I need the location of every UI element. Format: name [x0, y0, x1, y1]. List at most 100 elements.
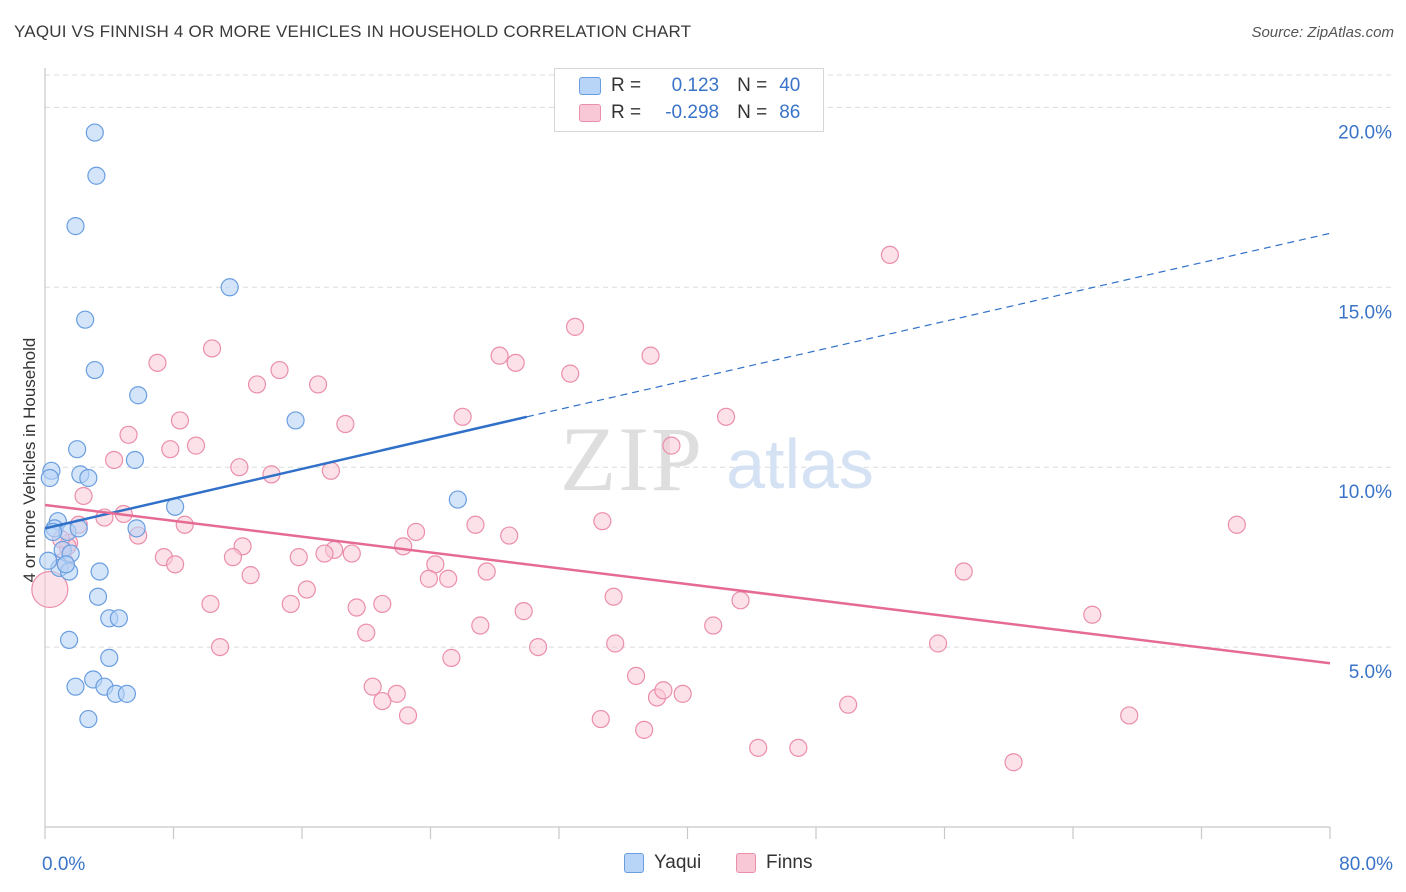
yaqui-point — [40, 468, 59, 488]
finns-point — [342, 544, 361, 563]
finns-point — [223, 548, 243, 567]
finns-point — [789, 738, 808, 757]
yaqui-point — [117, 684, 137, 703]
yaqui-point — [85, 123, 104, 142]
finns-point — [373, 691, 392, 711]
finns-point — [839, 695, 858, 714]
finns-point — [453, 407, 472, 426]
finns-point — [241, 566, 260, 585]
finns-point — [321, 461, 341, 480]
finns-point — [398, 706, 418, 725]
finns-point — [315, 544, 334, 563]
finns-point — [297, 580, 316, 599]
finns-point — [506, 353, 525, 372]
axes — [44, 68, 1331, 839]
x-tick-label-min: 0.0% — [42, 854, 85, 875]
y-tick-label: 20.0% — [1338, 122, 1392, 143]
finns-point — [471, 616, 490, 635]
finns-point — [565, 317, 585, 336]
finns-r-value: -0.298 — [665, 102, 720, 123]
yaqui-point — [127, 519, 146, 538]
finns-point — [289, 548, 308, 567]
finns-point — [166, 555, 185, 574]
yaqui-point — [448, 490, 467, 509]
yaqui-point — [88, 587, 108, 606]
finns-point — [606, 634, 625, 653]
yaqui-n-label: N = — [737, 75, 768, 96]
yaqui-point — [286, 411, 305, 430]
yaqui-point — [129, 386, 148, 405]
finns-point — [170, 411, 190, 430]
legend-item-yaqui: Yaqui — [624, 852, 701, 874]
yaqui-point — [90, 562, 109, 581]
finns-point — [561, 364, 580, 383]
yaqui-point — [79, 468, 98, 488]
yaqui-point — [56, 555, 75, 574]
finns-point — [1120, 706, 1139, 725]
finns-point — [1004, 753, 1023, 772]
trend-lines — [44, 232, 1331, 665]
yaqui-point — [39, 551, 58, 570]
correlation-legend: R = 0.123 N = 40 R = -0.298 N = 86 — [554, 68, 824, 132]
chart-title: YAQUI VS FINNISH 4 OR MORE VEHICLES IN H… — [14, 22, 692, 41]
finns-point — [148, 353, 167, 372]
finns-swatch — [579, 104, 601, 122]
finns-point — [654, 681, 673, 700]
finns-point — [604, 587, 623, 606]
source-label: Source: ZipAtlas.com — [1251, 24, 1394, 41]
finns-n-value: 86 — [779, 102, 801, 123]
finns-point — [514, 602, 533, 621]
finns-point — [119, 425, 138, 444]
yaqui-r-label: R = — [611, 75, 642, 96]
finns-point — [357, 623, 376, 642]
finns-point — [477, 562, 496, 581]
finns-point — [202, 339, 222, 358]
finns-point — [230, 458, 249, 477]
finns-point — [281, 594, 300, 614]
x-tick-label-max: 80.0% — [1339, 854, 1393, 875]
y-axis-label: 4 or more Vehicles in Household — [20, 337, 39, 583]
finns-point — [175, 515, 194, 534]
finns-point — [270, 360, 289, 380]
yaqui-r-value: 0.123 — [671, 75, 720, 96]
series-legend: Yaqui Finns — [0, 852, 1406, 878]
legend-row-finns: R = -0.298 N = 86 — [555, 100, 800, 126]
finns-point — [308, 375, 328, 394]
finns-point — [716, 407, 736, 426]
legend-finns-swatch — [736, 853, 756, 873]
yaqui-point — [125, 450, 145, 470]
finns-point — [387, 684, 406, 703]
yaqui-point — [59, 630, 79, 649]
yaqui-point — [76, 310, 95, 329]
finns-point — [466, 515, 485, 534]
finns-point — [749, 738, 768, 757]
finns-point — [591, 709, 610, 729]
y-tick-labels: 5.0% 10.0% 15.0% 20.0% — [1338, 122, 1392, 683]
finns-point — [363, 677, 382, 696]
yaqui-n-value: 40 — [779, 75, 801, 96]
finns-point — [161, 440, 180, 459]
finns-point — [704, 616, 723, 635]
yaqui-point — [109, 609, 128, 628]
yaqui-point — [100, 648, 119, 667]
finns-point — [419, 569, 438, 588]
gridlines — [45, 74, 1392, 648]
finns-point — [673, 684, 692, 703]
finns-point — [529, 637, 548, 657]
finns-point — [490, 346, 509, 365]
finns-point — [347, 598, 366, 617]
finns-point — [880, 245, 899, 265]
finns-point — [104, 450, 124, 470]
finns-point — [210, 637, 230, 657]
yaqui-point — [85, 360, 104, 380]
finns-point — [635, 720, 654, 739]
legend-finns-label: Finns — [766, 852, 813, 873]
finns-point — [186, 436, 206, 455]
yaqui-point — [68, 440, 87, 459]
finns-point — [641, 346, 660, 365]
yaqui-swatch — [579, 77, 601, 95]
finns-n-label: N = — [737, 102, 768, 123]
finns-point — [442, 648, 461, 667]
finns-point — [247, 375, 267, 394]
